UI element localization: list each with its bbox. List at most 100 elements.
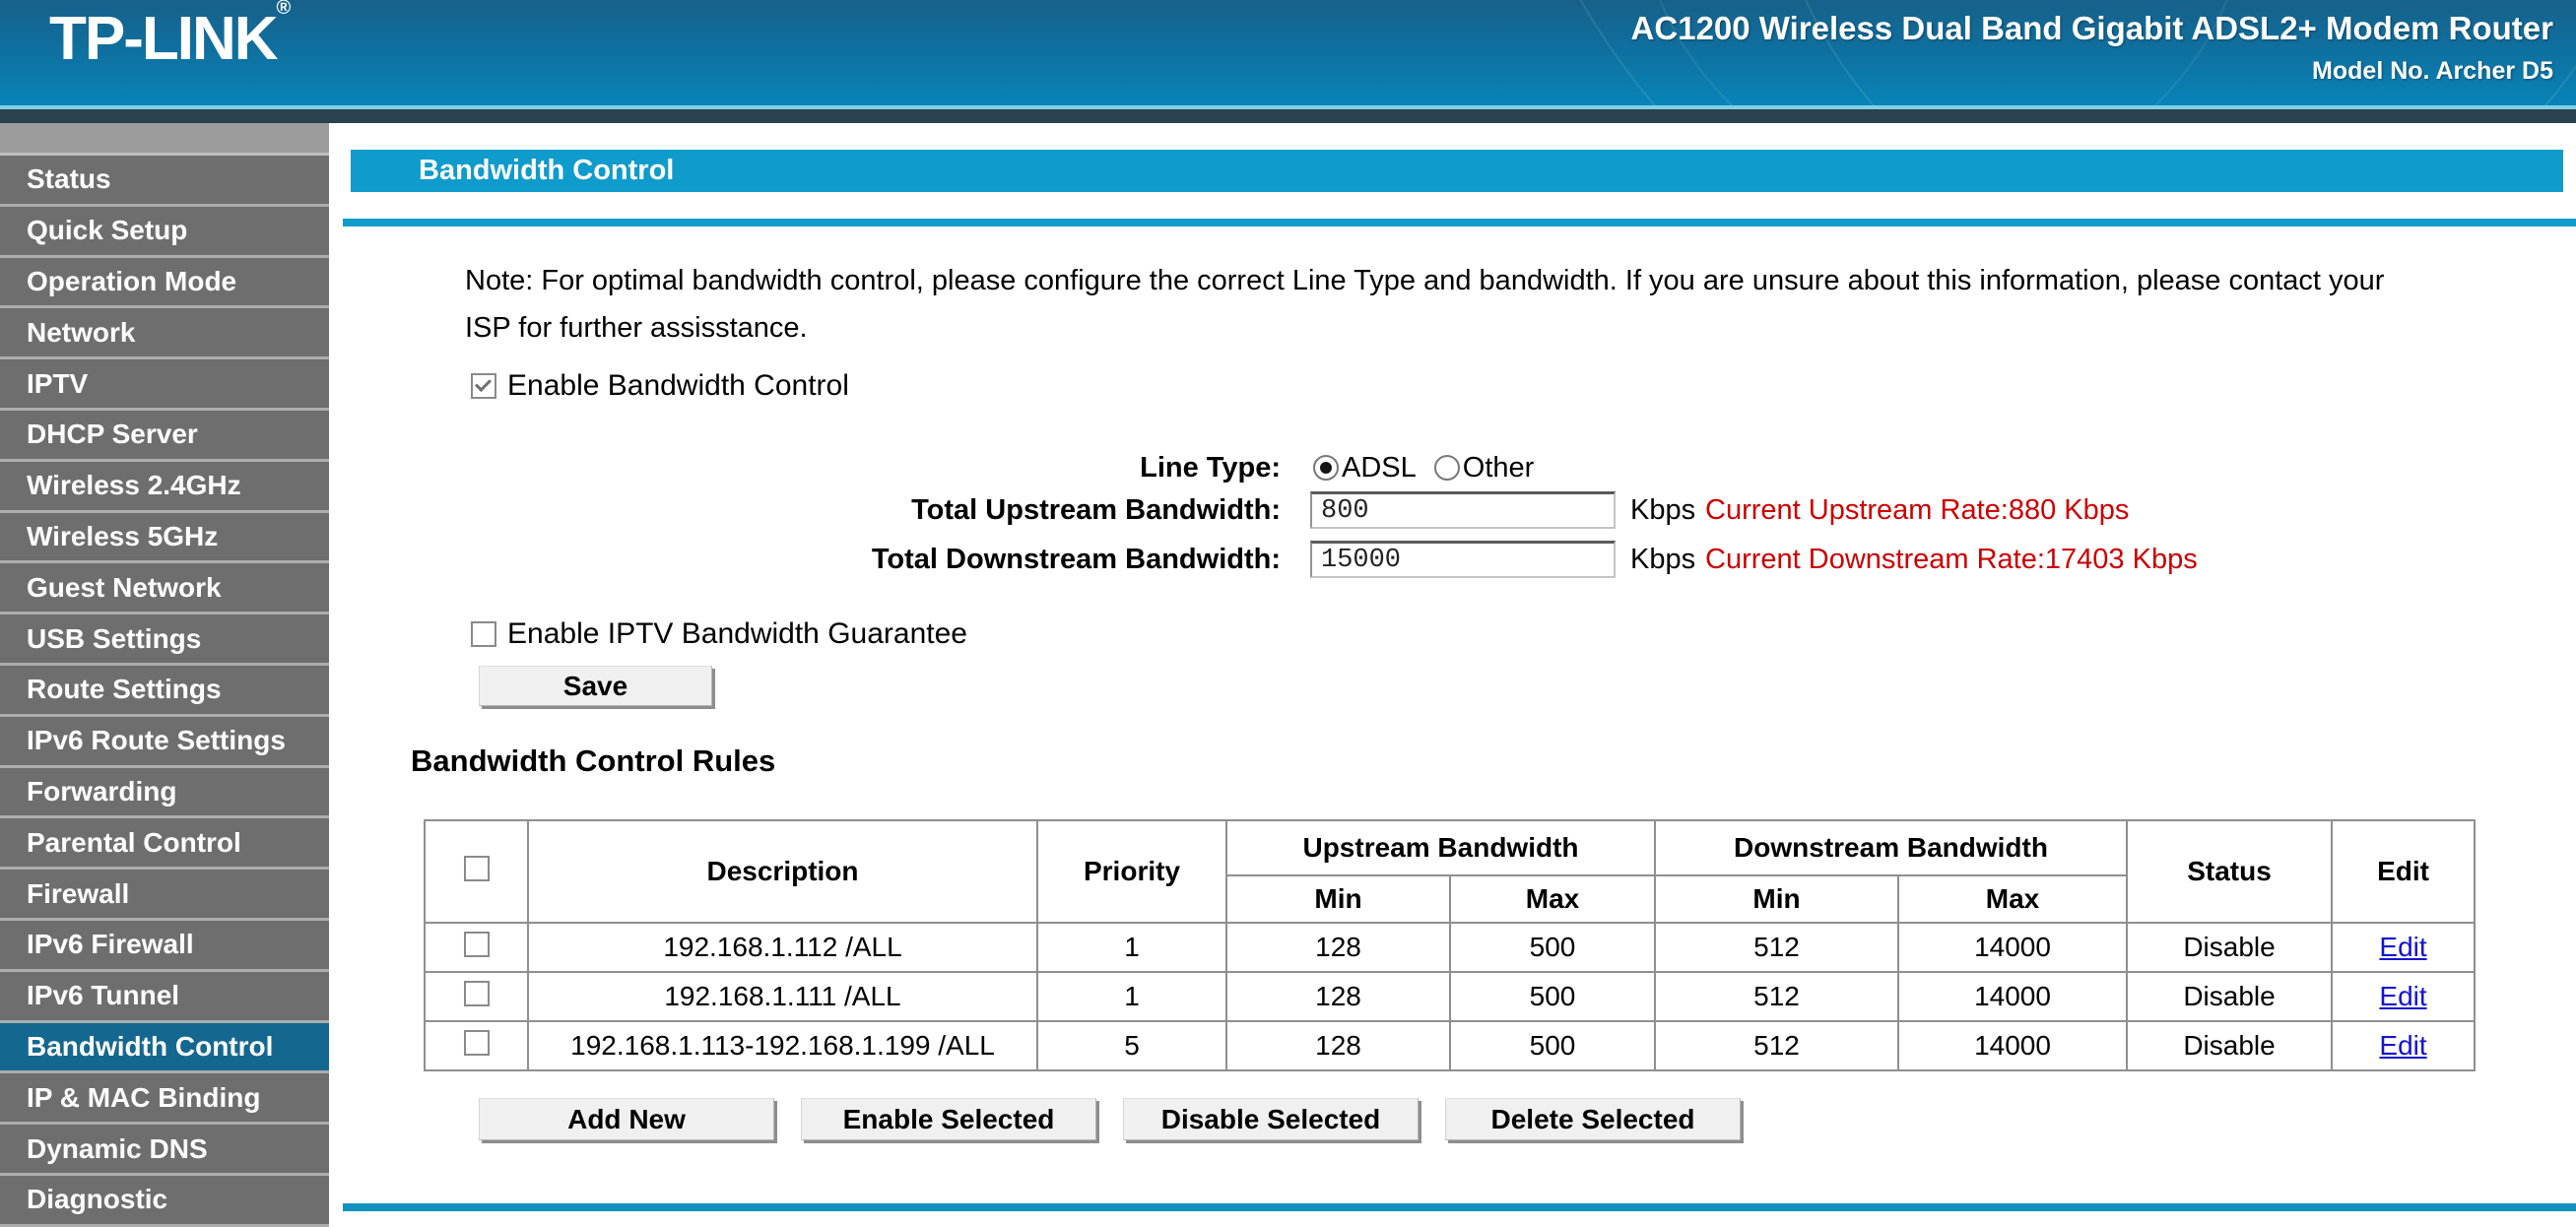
rule-checkbox[interactable]: [463, 980, 490, 1006]
logo-text: TP-LINK: [49, 5, 279, 73]
enable-selected-button[interactable]: Enable Selected: [801, 1098, 1096, 1140]
sidebar-item-wireless-5ghz[interactable]: Wireless 5GHz: [0, 513, 329, 564]
sidebar-item-dhcp-server[interactable]: DHCP Server: [0, 411, 329, 462]
sidebar-item-wireless-2-4ghz[interactable]: Wireless 2.4GHz: [0, 462, 329, 513]
rule-description: 192.168.1.111 /ALL: [527, 971, 1038, 1022]
main-content: Bandwidth Control Note: For optimal band…: [329, 123, 2576, 1227]
sidebar-item-ipv6-tunnel[interactable]: IPv6 Tunnel: [0, 972, 329, 1023]
add-new-button[interactable]: Add New: [479, 1098, 774, 1140]
sidebar-item-label: Parental Control: [27, 826, 241, 858]
rules-heading: Bandwidth Control Rules: [411, 743, 776, 778]
enable-iptv-label: Enable IPTV Bandwidth Guarantee: [507, 617, 967, 650]
sidebar-item-dynamic-dns[interactable]: Dynamic DNS: [0, 1125, 329, 1176]
rule-up-max: 500: [1449, 1020, 1656, 1071]
sidebar-item-label: IP & MAC Binding: [27, 1081, 261, 1113]
sidebar-item-bandwidth-control[interactable]: Bandwidth Control: [0, 1022, 329, 1074]
rule-select-cell: [424, 1020, 529, 1071]
enable-bandwidth-checkbox[interactable]: [471, 373, 496, 399]
column-header-edit: Edit: [2331, 819, 2477, 924]
column-header-priority: Priority: [1036, 819, 1227, 924]
rule-checkbox[interactable]: [463, 1029, 490, 1056]
sidebar-item-diagnostic[interactable]: Diagnostic: [0, 1176, 329, 1227]
upstream-bandwidth-label: Total Upstream Bandwidth:: [911, 494, 1281, 526]
sidebar-item-label: Wireless 5GHz: [27, 520, 219, 551]
sidebar-item-label: Status: [27, 163, 111, 195]
select-all-checkbox[interactable]: [463, 855, 490, 881]
page-title-bar: Bandwidth Control: [351, 150, 2563, 192]
line-type-row: Line Type: ADSL Other: [329, 449, 2576, 486]
rule-up-min: 128: [1225, 971, 1451, 1022]
enable-iptv-checkbox[interactable]: [471, 621, 496, 647]
sidebar-item-parental-control[interactable]: Parental Control: [0, 818, 329, 871]
line-type-other-radio[interactable]: [1433, 455, 1460, 481]
sidebar-item-guest-network[interactable]: Guest Network: [0, 563, 329, 615]
sidebar-item-firewall[interactable]: Firewall: [0, 870, 329, 921]
sidebar-item-status[interactable]: Status: [0, 156, 329, 207]
sidebar-item-iptv[interactable]: IPTV: [0, 359, 329, 411]
rule-status: Disable: [2126, 971, 2334, 1022]
line-type-label: Line Type:: [1140, 452, 1281, 484]
sidebar-item-usb-settings[interactable]: USB Settings: [0, 614, 329, 666]
line-type-other-label: Other: [1462, 451, 1535, 484]
delete-selected-button[interactable]: Delete Selected: [1445, 1098, 1741, 1140]
sidebar-menu: Status Quick Setup Operation Mode Network IP…: [0, 156, 329, 1227]
page-title: Bandwidth Control: [419, 155, 675, 186]
sidebar-item-label: DHCP Server: [27, 419, 198, 450]
rule-row: 192.168.1.112 /ALL 1 128 500 512 14000 Disable…: [424, 922, 2477, 973]
sidebar-item-label: Operation Mode: [27, 265, 237, 296]
edit-link[interactable]: Edit: [2379, 981, 2427, 1011]
disable-selected-button[interactable]: Disable Selected: [1123, 1098, 1419, 1140]
banner-divider-strip: [0, 109, 2576, 123]
rule-edit-cell: Edit: [2331, 1020, 2477, 1071]
enable-iptv-row: Enable IPTV Bandwidth Guarantee: [471, 617, 967, 651]
rule-priority: 1: [1036, 922, 1227, 973]
line-type-adsl-radio[interactable]: [1313, 455, 1339, 481]
downstream-bandwidth-input[interactable]: [1310, 541, 1616, 578]
sidebar-item-label: Guest Network: [27, 571, 222, 603]
rule-up-min: 128: [1225, 1020, 1451, 1071]
sidebar-item-label: IPv6 Tunnel: [27, 980, 180, 1011]
rule-row: 192.168.1.113-192.168.1.199 /ALL 5 128 500 5…: [424, 1020, 2477, 1071]
sidebar-item-forwarding[interactable]: Forwarding: [0, 768, 329, 819]
save-button[interactable]: Save: [479, 666, 712, 706]
rule-down-min: 512: [1654, 971, 1899, 1022]
rule-checkbox[interactable]: [463, 931, 490, 957]
sidebar-item-ip-mac-binding[interactable]: IP & MAC Binding: [0, 1073, 329, 1126]
rule-down-max: 14000: [1896, 1020, 2129, 1071]
rule-select-cell: [424, 971, 529, 1022]
sidebar-item-label: Route Settings: [27, 674, 222, 705]
edit-link[interactable]: Edit: [2379, 932, 2427, 962]
sidebar-item-ipv6-route-settings[interactable]: IPv6 Route Settings: [0, 717, 329, 768]
product-title: AC1200 Wireless Dual Band Gigabit ADSL2+…: [1630, 10, 2553, 46]
rule-priority: 5: [1036, 1020, 1227, 1071]
current-upstream-rate: Current Upstream Rate:880 Kbps: [1705, 494, 2130, 526]
column-header-up-min: Min: [1225, 874, 1451, 924]
sidebar-item-label: Dynamic DNS: [27, 1132, 208, 1164]
rule-description: 192.168.1.113-192.168.1.199 /ALL: [527, 1020, 1038, 1071]
sidebar-item-ipv6-firewall[interactable]: IPv6 Firewall: [0, 921, 329, 972]
column-header-down-min: Min: [1654, 874, 1899, 924]
column-header-down-max: Max: [1896, 874, 2129, 924]
sidebar-item-operation-mode[interactable]: Operation Mode: [0, 258, 329, 309]
sidebar-item-route-settings[interactable]: Route Settings: [0, 666, 329, 717]
sidebar-item-label: Wireless 2.4GHz: [27, 470, 241, 501]
column-header-up-max: Max: [1449, 874, 1656, 924]
upstream-bandwidth-input[interactable]: [1310, 491, 1616, 529]
note-text: Note: For optimal bandwidth control, ple…: [465, 265, 2385, 344]
top-banner: TP-LINK® AC1200 Wireless Dual Band Gigab…: [0, 0, 2576, 109]
sidebar: Status Quick Setup Operation Mode Network IP…: [0, 123, 329, 1227]
sidebar-item-network[interactable]: Network: [0, 308, 329, 360]
current-downstream-rate: Current Downstream Rate:17403 Kbps: [1705, 544, 2198, 575]
rule-edit-cell: Edit: [2331, 971, 2477, 1022]
sidebar-item-quick-setup[interactable]: Quick Setup: [0, 207, 329, 258]
downstream-unit-label: Kbps: [1630, 544, 1696, 575]
sidebar-item-label: Quick Setup: [27, 215, 188, 246]
edit-link[interactable]: Edit: [2379, 1030, 2427, 1061]
sidebar-item-label: IPTV: [27, 367, 89, 399]
rule-down-max: 14000: [1896, 922, 2129, 973]
rule-down-min: 512: [1654, 922, 1899, 973]
banner-product-info: AC1200 Wireless Dual Band Gigabit ADSL2+…: [1631, 10, 2553, 86]
rule-select-cell: [424, 922, 529, 973]
line-type-adsl-label: ADSL: [1342, 451, 1417, 484]
sidebar-item-label: USB Settings: [27, 622, 202, 654]
